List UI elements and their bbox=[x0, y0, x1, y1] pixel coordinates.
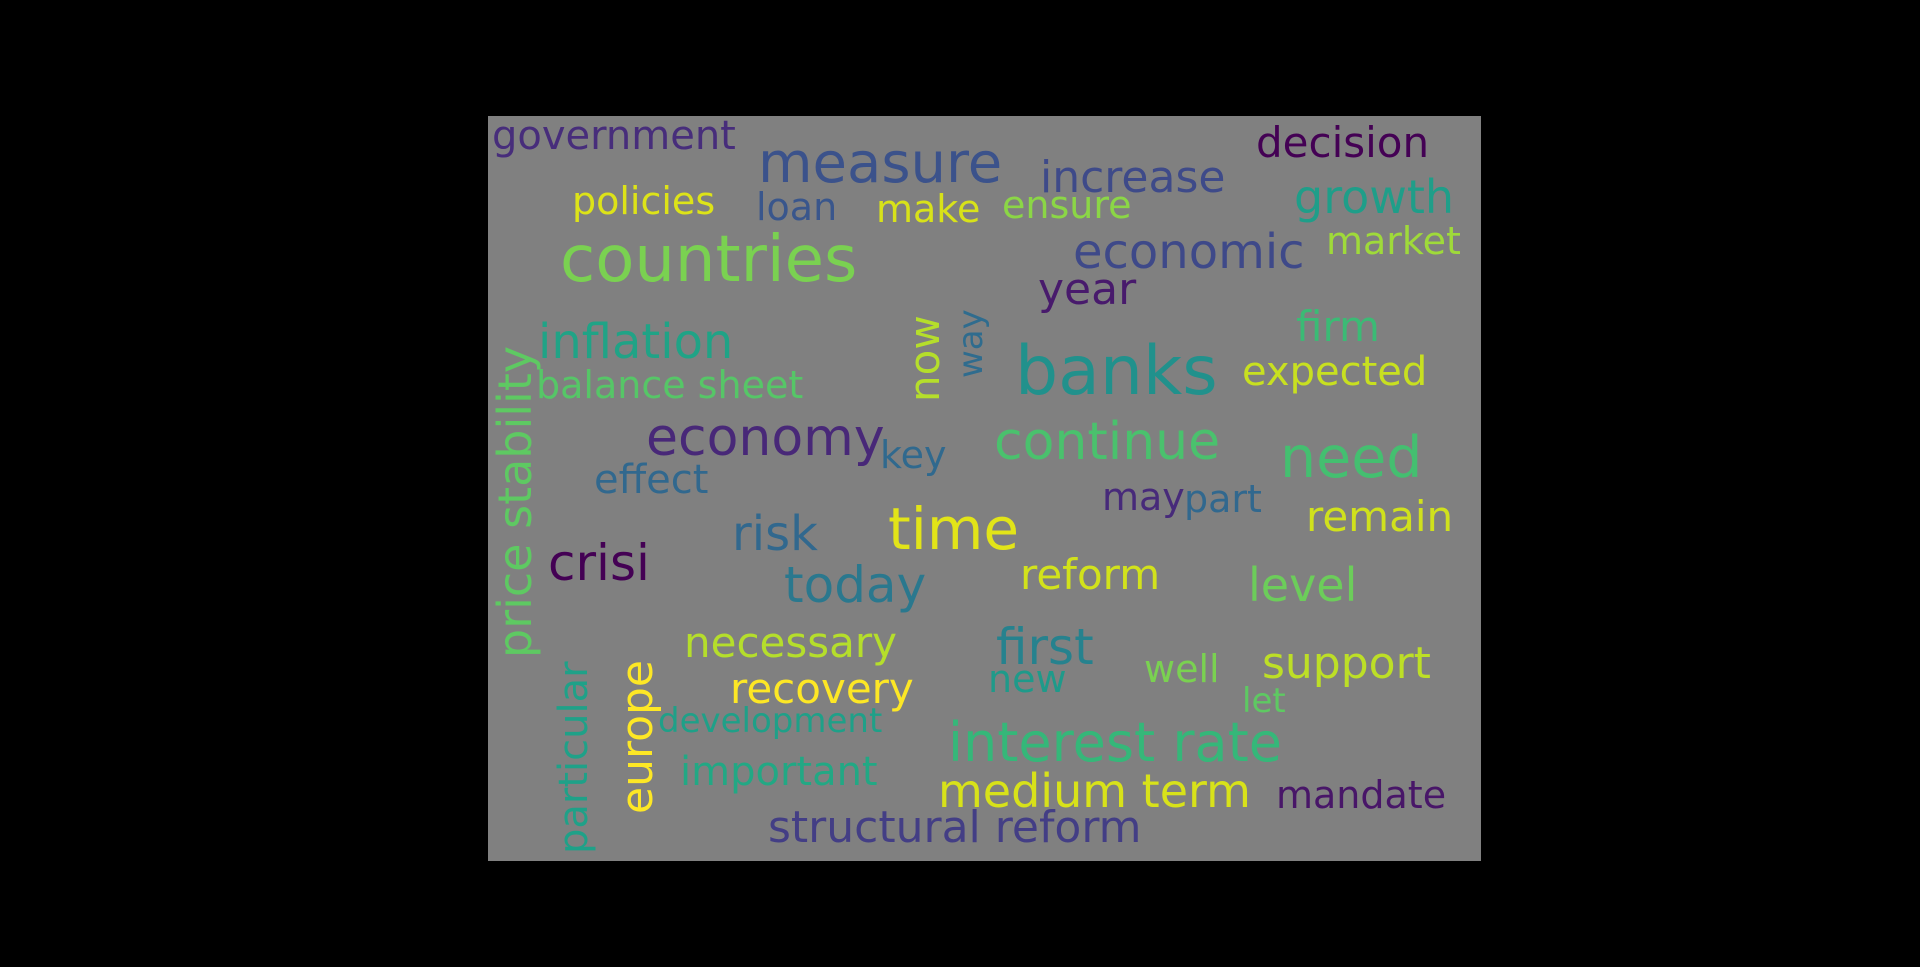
word-make: make bbox=[876, 187, 981, 231]
word-countries: countries bbox=[560, 223, 858, 297]
word-key: key bbox=[880, 433, 947, 477]
word-expected: expected bbox=[1242, 349, 1428, 395]
word-effect: effect bbox=[594, 457, 709, 503]
word-economy: economy bbox=[646, 408, 885, 468]
word-particular: particular bbox=[551, 661, 597, 854]
word-cloud: banks countries time measure continue ne… bbox=[488, 116, 1481, 861]
word-decision: decision bbox=[1256, 118, 1430, 167]
word-development: development bbox=[658, 701, 883, 741]
word-price-stability: price stability bbox=[488, 345, 542, 658]
word-ensure: ensure bbox=[1002, 183, 1132, 227]
word-firm: firm bbox=[1296, 302, 1380, 351]
word-government: government bbox=[492, 116, 736, 159]
word-need: need bbox=[1280, 425, 1423, 491]
word-crisi: crisi bbox=[548, 534, 650, 592]
word-way: way bbox=[951, 309, 991, 378]
word-europe: europe bbox=[612, 660, 663, 814]
word-growth: growth bbox=[1294, 170, 1455, 224]
word-measure: measure bbox=[758, 131, 1003, 196]
word-important: important bbox=[680, 749, 878, 795]
word-balance-sheet: balance sheet bbox=[536, 363, 804, 407]
word-new: new bbox=[988, 657, 1067, 701]
word-economic: economic bbox=[1073, 224, 1305, 280]
word-remain: remain bbox=[1306, 492, 1454, 541]
word-loan: loan bbox=[756, 185, 838, 229]
word-well: well bbox=[1144, 647, 1220, 691]
word-first: first bbox=[996, 618, 1094, 676]
word-reform: reform bbox=[1020, 550, 1161, 599]
word-interest-rate: interest rate bbox=[948, 711, 1283, 774]
word-banks: banks bbox=[1015, 332, 1218, 411]
word-may: may bbox=[1102, 475, 1185, 519]
word-continue: continue bbox=[994, 412, 1221, 472]
word-recovery: recovery bbox=[730, 664, 914, 713]
word-risk: risk bbox=[732, 506, 818, 562]
word-today: today bbox=[784, 556, 927, 614]
word-let: let bbox=[1242, 681, 1286, 721]
word-necessary: necessary bbox=[684, 618, 898, 667]
word-year: year bbox=[1038, 264, 1137, 315]
word-mandate: mandate bbox=[1276, 773, 1447, 817]
word-time: time bbox=[888, 495, 1020, 563]
word-market: market bbox=[1326, 219, 1461, 263]
word-inflation: inflation bbox=[538, 314, 734, 370]
word-now: now bbox=[900, 315, 949, 402]
word-medium-term: medium term bbox=[938, 764, 1251, 818]
word-part: part bbox=[1184, 477, 1262, 521]
word-increase: increase bbox=[1040, 152, 1226, 203]
word-support: support bbox=[1262, 638, 1431, 689]
word-level: level bbox=[1248, 558, 1358, 612]
word-structural-reform: structural reform bbox=[768, 802, 1142, 853]
word-policies: policies bbox=[572, 179, 716, 223]
